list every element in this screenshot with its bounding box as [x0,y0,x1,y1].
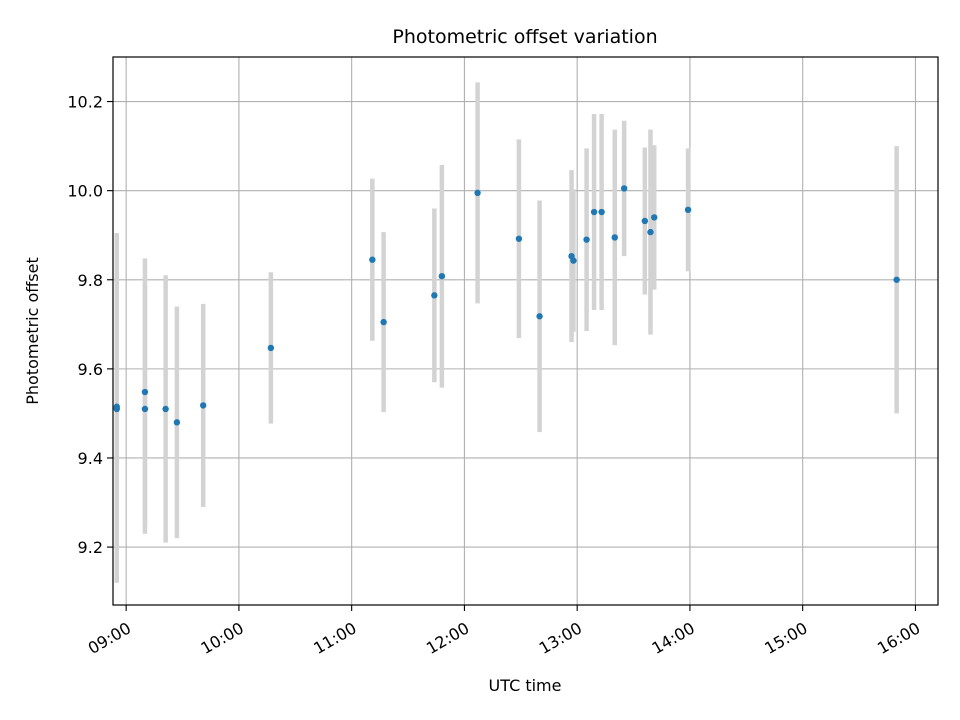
data-point [515,235,523,242]
y-tick-label: 10.0 [67,182,103,201]
data-point [173,419,181,426]
data-point [641,217,649,225]
y-tick-label: 10.2 [67,93,103,112]
y-axis-label: Photometric offset [23,257,42,405]
x-axis-label: UTC time [489,676,562,695]
y-axis-ticks: 9.2 9.4 9.6 9.8 10.0 10.2 [67,93,113,557]
data-point [141,405,149,413]
data-point [200,402,207,409]
y-tick-label: 9.8 [78,271,103,290]
y-tick-label: 9.4 [78,449,103,468]
data-point [267,344,275,352]
data-point [162,405,169,413]
data-point [570,257,577,264]
plot-frame [112,56,939,606]
data-point [431,292,438,299]
data-point [474,189,481,197]
data-points [113,185,900,426]
data-point [651,214,658,221]
data-point [598,208,605,216]
data-point [438,273,446,280]
data-point [583,236,590,243]
data-point [369,256,376,263]
data-point [620,185,628,192]
data-point [590,208,598,216]
data-point [380,318,387,326]
chart-title: Photometric offset variation [392,26,657,48]
data-point [647,228,654,236]
y-tick-label: 9.6 [78,360,103,379]
data-point [684,206,692,214]
data-point [611,234,618,241]
data-point [893,276,900,283]
data-point [113,403,120,410]
grid [113,57,938,605]
data-point [536,313,543,320]
y-tick-label: 9.2 [78,538,103,557]
data-point [141,388,149,396]
